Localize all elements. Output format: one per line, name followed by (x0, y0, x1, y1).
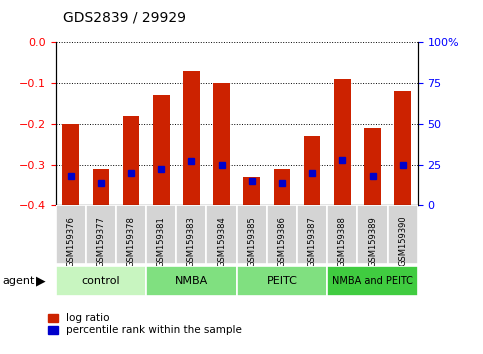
FancyBboxPatch shape (297, 205, 327, 264)
Text: GSM159389: GSM159389 (368, 216, 377, 267)
Text: GSM159385: GSM159385 (247, 216, 256, 267)
Text: GDS2839 / 29929: GDS2839 / 29929 (63, 11, 186, 25)
Bar (304, 136, 320, 205)
FancyBboxPatch shape (357, 205, 388, 264)
FancyBboxPatch shape (267, 205, 297, 264)
Bar (123, 116, 139, 205)
FancyBboxPatch shape (327, 266, 418, 296)
Text: agent: agent (2, 275, 35, 286)
Text: GSM159381: GSM159381 (156, 216, 166, 267)
Text: PEITC: PEITC (267, 275, 298, 286)
Text: NMBA: NMBA (175, 275, 208, 286)
Bar (334, 79, 351, 205)
Text: GSM159378: GSM159378 (127, 216, 136, 267)
Bar (183, 71, 199, 205)
FancyBboxPatch shape (146, 205, 176, 264)
Text: GSM159384: GSM159384 (217, 216, 226, 267)
Legend: log ratio, percentile rank within the sample: log ratio, percentile rank within the sa… (48, 313, 242, 335)
Bar (274, 169, 290, 205)
Bar (395, 91, 411, 205)
Bar (62, 124, 79, 205)
Text: GSM159377: GSM159377 (96, 216, 105, 267)
FancyBboxPatch shape (86, 205, 116, 264)
FancyBboxPatch shape (237, 266, 327, 296)
Text: GSM159386: GSM159386 (277, 216, 286, 267)
Text: ▶: ▶ (36, 274, 46, 287)
Bar (153, 96, 170, 205)
Text: control: control (82, 275, 120, 286)
FancyBboxPatch shape (176, 205, 207, 264)
Text: GSM159388: GSM159388 (338, 216, 347, 267)
FancyBboxPatch shape (327, 205, 357, 264)
FancyBboxPatch shape (388, 205, 418, 264)
FancyBboxPatch shape (56, 266, 146, 296)
FancyBboxPatch shape (207, 205, 237, 264)
Text: NMBA and PEITC: NMBA and PEITC (332, 275, 413, 286)
Bar (364, 128, 381, 205)
Bar (213, 83, 230, 205)
Bar (93, 169, 109, 205)
FancyBboxPatch shape (146, 266, 237, 296)
FancyBboxPatch shape (56, 205, 86, 264)
FancyBboxPatch shape (116, 205, 146, 264)
FancyBboxPatch shape (237, 205, 267, 264)
Text: GSM159383: GSM159383 (187, 216, 196, 267)
Text: GSM159376: GSM159376 (66, 216, 75, 267)
Text: GSM159387: GSM159387 (308, 216, 317, 267)
Bar (243, 177, 260, 205)
Text: GSM159390: GSM159390 (398, 216, 407, 267)
